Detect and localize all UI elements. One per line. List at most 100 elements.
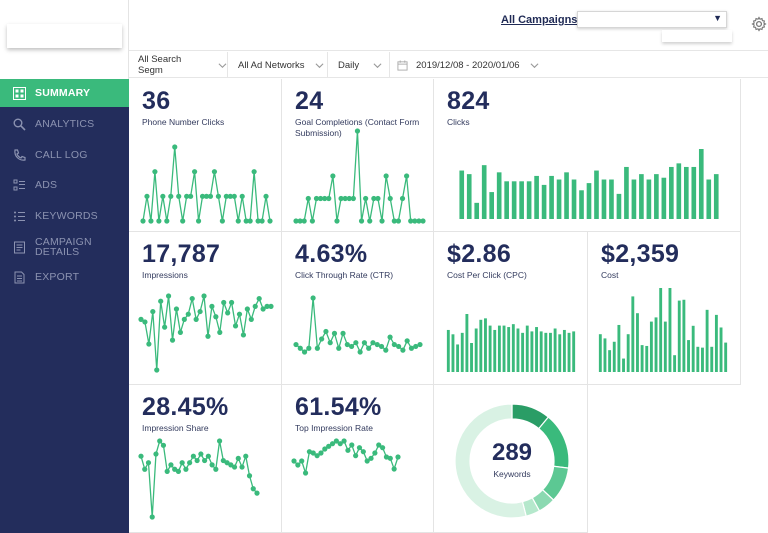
sidebar-item-analytics[interactable]: ANALYTICS <box>0 110 129 138</box>
bar <box>530 331 534 372</box>
metric-value: 824 <box>447 87 490 115</box>
sidebar-item-export[interactable]: EXPORT <box>0 263 129 291</box>
series-line <box>296 130 423 222</box>
data-point <box>374 341 380 348</box>
data-point <box>413 343 419 350</box>
chevron-down-icon <box>315 62 324 68</box>
data-point <box>360 449 366 455</box>
segment-filter[interactable]: All Search Segm <box>129 52 228 78</box>
bar <box>456 344 460 372</box>
bar <box>669 166 674 219</box>
bar <box>497 325 501 372</box>
network-filter[interactable]: All Ad Networks <box>228 52 328 78</box>
data-point <box>146 341 152 347</box>
data-point <box>172 144 178 150</box>
bar <box>640 345 644 372</box>
sidebar-item-call-log[interactable]: CALL LOG <box>0 141 129 169</box>
data-point <box>319 336 325 342</box>
phone-clicks-chart <box>140 144 273 224</box>
tile-cost[interactable]: $2,359 Cost <box>588 232 741 385</box>
data-point <box>395 218 402 224</box>
logo-area <box>0 0 129 79</box>
sidebar-item-label: ADS <box>35 179 58 191</box>
data-point <box>344 341 350 348</box>
sidebar-item-campaign-details[interactable]: CAMPAIGN DETAILS <box>0 233 129 261</box>
metric-label: Top Impression Rate <box>295 423 373 433</box>
tile-ctr[interactable]: 4.63% Click Through Rate (CTR) <box>282 232 434 385</box>
data-point <box>404 338 410 344</box>
data-point <box>248 316 254 322</box>
data-point <box>231 464 238 470</box>
data-point <box>361 340 368 346</box>
bar <box>713 174 719 219</box>
sidebar-item-summary[interactable]: SUMMARY <box>0 79 137 107</box>
data-point <box>160 193 166 199</box>
date-range-value: 2019/12/08 - 2020/01/06 <box>416 59 520 71</box>
data-point <box>215 193 222 199</box>
data-point <box>176 193 182 199</box>
tile-impression-share[interactable]: 28.45% Impression Share <box>129 385 282 533</box>
data-point <box>169 337 176 343</box>
data-point <box>383 347 389 353</box>
data-point <box>243 218 249 224</box>
tile-cpc[interactable]: $2.86 Cost Per Click (CPC) <box>434 232 588 385</box>
data-point <box>383 173 389 179</box>
bar <box>714 314 718 372</box>
data-point <box>195 218 202 224</box>
network-filter-value: All Ad Networks <box>238 59 305 71</box>
segment-filter-value: All Search Segm <box>138 54 182 76</box>
data-point <box>297 218 303 224</box>
bar <box>631 179 637 219</box>
data-point <box>330 173 336 179</box>
campaign-select[interactable]: ▼ <box>577 11 727 28</box>
data-point <box>209 462 215 468</box>
tile-goal-completions[interactable]: 24 Goal Completions (Contact Form Submis… <box>282 79 434 232</box>
data-point <box>209 303 215 309</box>
data-point <box>291 458 297 464</box>
cost-chart <box>598 288 728 372</box>
data-point <box>247 218 253 224</box>
data-point <box>322 446 328 452</box>
date-range-filter[interactable]: 2019/12/08 - 2020/01/06 <box>390 52 550 78</box>
data-point <box>142 319 148 325</box>
bar <box>539 331 543 372</box>
ctr-chart <box>293 295 423 355</box>
data-point <box>391 466 397 472</box>
data-point <box>227 193 233 199</box>
data-point <box>154 367 160 373</box>
tile-phone-number-clicks[interactable]: 36 Phone Number Clicks <box>129 79 282 232</box>
data-point <box>338 195 344 202</box>
logo[interactable] <box>7 24 122 48</box>
granularity-filter[interactable]: Daily <box>328 52 390 78</box>
tile-top-impression-rate[interactable]: 61.54% Top Impression Rate <box>282 385 434 533</box>
data-point <box>375 195 381 202</box>
tile-clicks[interactable]: 824 Clicks <box>434 79 741 232</box>
donut-slice <box>454 403 527 519</box>
clicks-chart <box>459 149 719 219</box>
tile-impressions[interactable]: 17,787 Impressions <box>129 232 282 385</box>
all-campaigns-link[interactable]: All Campaigns <box>501 14 578 26</box>
data-point <box>201 293 207 299</box>
sidebar-item-ads[interactable]: ADS <box>0 171 129 199</box>
data-point <box>149 514 155 520</box>
sidebar-item-keywords[interactable]: KEYWORDS <box>0 202 129 230</box>
sidebar-item-label: CALL LOG <box>35 149 88 161</box>
data-point <box>181 316 187 322</box>
bar <box>724 342 728 372</box>
summary-icon <box>12 86 26 100</box>
data-point <box>213 314 219 320</box>
data-point <box>148 218 154 224</box>
data-point <box>162 324 168 330</box>
bar <box>598 334 602 372</box>
data-point <box>219 218 225 224</box>
data-point <box>205 453 211 459</box>
data-point <box>217 329 223 335</box>
gear-icon[interactable] <box>751 16 767 32</box>
tile-keywords[interactable]: 289 Keywords <box>434 385 588 533</box>
metric-label: Goal Completions (Contact Form Submissio… <box>295 117 420 138</box>
bar <box>691 325 695 372</box>
sidebar-item-label: EXPORT <box>35 271 80 283</box>
data-point <box>387 455 393 461</box>
data-point <box>404 173 410 179</box>
metric-value: 289 <box>491 439 533 466</box>
